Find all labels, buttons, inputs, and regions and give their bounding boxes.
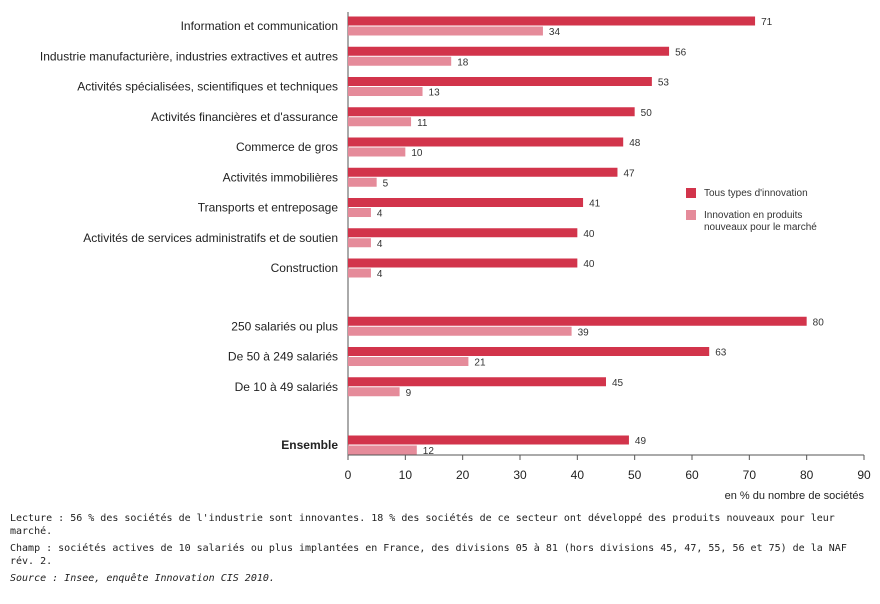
value-label-new-products: 12 [423,446,435,457]
value-label-all-innovation: 63 [715,348,727,359]
legend-swatch-new-products [686,210,696,220]
bar-all-innovation-activites-specialisees-scientifiques-et-techniques [348,77,652,86]
legend-label-new-products: nouveaux pour le marché [704,222,817,233]
x-tick-label: 0 [345,468,352,482]
x-tick-label: 80 [800,468,814,482]
category-label-industrie-manufacturiere-industries-extractives-et-autres: Industrie manufacturière, industries ext… [40,49,338,63]
value-label-new-products: 18 [457,57,469,68]
value-label-new-products: 5 [383,178,389,189]
bar-all-innovation-de-10-a-49-salaries [348,377,606,387]
bar-new-products-industrie-manufacturiere-industries-extractives-et-autres [348,56,452,66]
value-label-all-innovation: 40 [583,259,595,270]
legend-label-new-products: Innovation en produits [704,210,802,221]
value-label-all-innovation: 41 [589,199,601,210]
bar-chart: 0 10 20 30 40 50 60 70 80 90 en % du nombre de soc… [40,12,871,502]
bar-all-innovation-activites-immobilieres [348,167,618,177]
category-label-construction: Construction [271,261,338,275]
bar-new-products-activites-specialisees-scientifiques-et-techniques [348,87,423,96]
category-label-activites-financieres-et-d-assurance: Activités financières et d'assurance [151,110,338,124]
value-label-new-products: 4 [377,269,383,280]
bar-all-innovation-de-50-a-249-salaries [348,347,710,356]
value-label-new-products: 34 [549,27,561,38]
x-tick-label: 20 [456,468,470,482]
value-label-new-products: 11 [417,118,428,129]
value-label-all-innovation: 50 [641,108,653,119]
category-label-250-salaries-ou-plus: 250 salariés ou plus [231,319,338,333]
bar-all-innovation-commerce-de-gros [348,137,624,147]
value-label-all-innovation: 45 [612,378,624,389]
bar-all-innovation-construction [348,258,578,268]
x-tick-label: 90 [857,468,871,482]
bar-new-products-activites-immobilieres [348,177,377,187]
x-tick-label: 30 [513,468,527,482]
lecture-note: Lecture : 56 % des sociétés de l'industr… [10,513,835,537]
bar-new-products-commerce-de-gros [348,147,406,157]
x-axis-title: en % du nombre de sociétés [725,490,865,502]
bar-all-innovation-250-salaries-ou-plus [348,316,807,326]
champ-note: Champ : sociétés actives de 10 salariés … [10,543,847,567]
bar-new-products-de-50-a-249-salaries [348,357,469,366]
value-label-all-innovation: 48 [629,138,641,149]
value-label-new-products: 4 [377,239,383,250]
value-label-new-products: 39 [578,327,590,338]
value-label-all-innovation: 80 [813,317,825,328]
bar-all-innovation-transports-et-entreposage [348,198,584,207]
category-label-information-et-communication: Information et communication [181,19,338,33]
bar-new-products-activites-de-services-administratifs-et-de-soutien [348,238,371,248]
value-label-all-innovation: 47 [623,168,635,179]
bar-all-innovation-ensemble [348,435,629,445]
bar-new-products-construction [348,268,371,278]
chart-area: 0 10 20 30 40 50 60 70 80 90 en % du nombre de soc… [40,12,871,502]
bar-new-products-ensemble [348,445,417,455]
value-label-all-innovation: 56 [675,47,687,58]
category-label-de-10-a-49-salaries: De 10 à 49 salariés [235,380,338,394]
bar-new-products-250-salaries-ou-plus [348,326,572,336]
bar-all-innovation-activites-de-services-administratifs-et-de-soutien [348,228,578,238]
value-label-new-products: 21 [474,358,486,369]
category-label-activites-de-services-administratifs-et-de-soutien: Activités de services administratifs et … [83,231,338,245]
value-label-all-innovation: 49 [635,436,647,447]
category-label-transports-et-entreposage: Transports et entreposage [198,201,339,215]
bar-new-products-transports-et-entreposage [348,208,371,217]
source-note: Source : Insee, enquête Innovation CIS 2… [10,573,275,584]
value-label-all-innovation: 71 [761,17,773,28]
category-label-ensemble: Ensemble [281,438,338,452]
category-label-commerce-de-gros: Commerce de gros [236,140,338,154]
x-tick-label: 50 [628,468,642,482]
bar-all-innovation-industrie-manufacturiere-industries-extractives-et-autres [348,46,670,56]
value-label-new-products: 9 [406,388,412,399]
bar-new-products-activites-financieres-et-d-assurance [348,117,412,127]
value-label-new-products: 4 [377,209,383,220]
x-tick-label: 10 [399,468,413,482]
bar-new-products-information-et-communication [348,26,543,36]
legend-label-all-innovation: Tous types d'innovation [704,188,808,199]
legend-swatch-all-innovation [686,188,696,198]
category-label-activites-immobilieres: Activités immobilières [223,170,338,184]
category-label-activites-specialisees-scientifiques-et-techniques: Activités spécialisées, scientifiques et… [77,80,338,94]
bar-all-innovation-information-et-communication [348,16,756,26]
bar-new-products-de-10-a-49-salaries [348,387,400,397]
x-tick-label: 70 [743,468,757,482]
x-tick-label: 60 [685,468,699,482]
category-label-de-50-a-249-salaries: De 50 à 249 salariés [228,350,338,364]
x-tick-label: 40 [571,468,585,482]
value-label-new-products: 13 [429,88,441,99]
value-label-all-innovation: 40 [583,229,595,240]
value-label-new-products: 10 [411,148,423,159]
chart-notes: Lecture : 56 % des sociétés de l'industr… [10,512,876,589]
value-label-all-innovation: 53 [658,78,670,89]
bar-all-innovation-activites-financieres-et-d-assurance [348,107,635,117]
